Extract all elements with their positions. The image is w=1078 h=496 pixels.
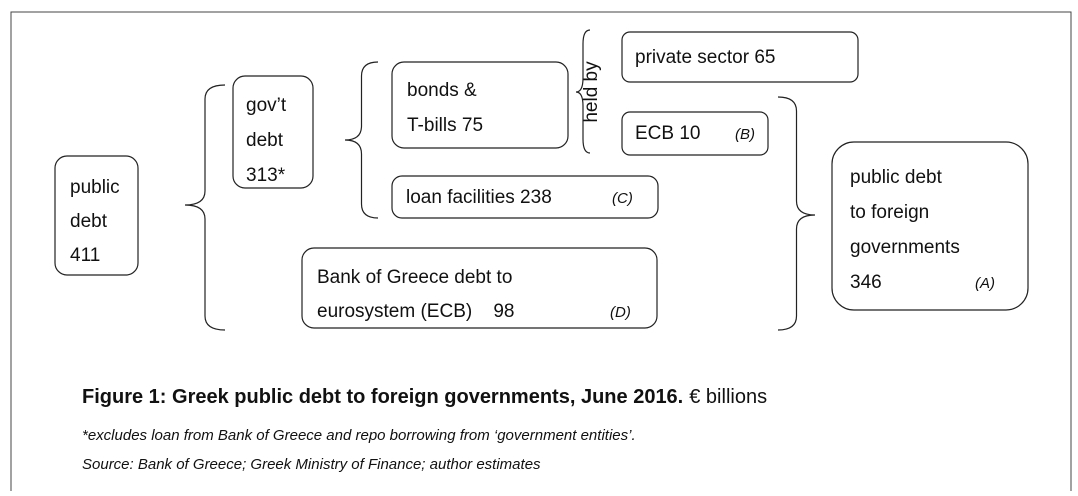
node-line: T-bills 75: [407, 115, 483, 136]
node-line: private sector 65: [635, 47, 775, 68]
node-line: public debt: [850, 167, 943, 188]
node-box: [621, 111, 769, 156]
node-box: [301, 247, 658, 329]
node-line: public: [70, 177, 120, 198]
node-box: [232, 75, 314, 189]
caption-title: Figure 1: Greek public debt to foreign g…: [82, 386, 683, 408]
brace: [777, 96, 816, 331]
node-line: gov’t: [246, 95, 287, 116]
node: Bank of Greece debt to eurosystem (ECB) 9…: [301, 247, 658, 329]
node-line: debt: [70, 211, 108, 232]
brace: [184, 84, 226, 331]
frame: [10, 11, 1072, 496]
caption-units: € billions: [689, 386, 767, 408]
node-line: 411: [70, 245, 100, 266]
node: bonds & T-bills 75: [391, 61, 569, 149]
node-line: bonds &: [407, 80, 477, 101]
node-note: (A): [975, 275, 995, 292]
node-line: to foreign: [850, 202, 929, 223]
node-line: eurosystem (ECB) 98: [317, 301, 514, 322]
node-line: governments: [850, 237, 960, 258]
node-box: [621, 31, 859, 83]
node-box: [391, 175, 659, 219]
source: Source: Bank of Greece; Greek Ministry o…: [82, 456, 541, 473]
node: ECB 10 (B): [621, 111, 769, 156]
node-box: [391, 61, 569, 149]
footnote: *excludes loan from Bank of Greece and r…: [82, 427, 636, 444]
node-line: 346: [850, 272, 882, 293]
node-line: debt: [246, 130, 284, 151]
held-by-label: held by: [581, 61, 602, 123]
brace: [344, 61, 379, 219]
node-box: [831, 141, 1029, 311]
node-line: loan facilities 238: [406, 187, 552, 208]
node-line: 313*: [246, 165, 286, 186]
node: public debt to foreign governments 346 (A): [831, 141, 1029, 311]
node: private sector 65: [621, 31, 859, 83]
node-note: (B): [735, 126, 755, 143]
node: loan facilities 238 (C): [391, 175, 659, 219]
node-note: (C): [612, 190, 633, 207]
caption: Figure 1: Greek public debt to foreign g…: [82, 386, 767, 408]
node-box: [54, 155, 139, 276]
node-line: Bank of Greece debt to: [317, 267, 512, 288]
node: public debt 411: [54, 155, 139, 276]
node-line: ECB 10: [635, 123, 700, 144]
node-note: (D): [610, 304, 631, 321]
brace: [575, 29, 591, 154]
node: gov’t debt 313*: [232, 75, 314, 189]
